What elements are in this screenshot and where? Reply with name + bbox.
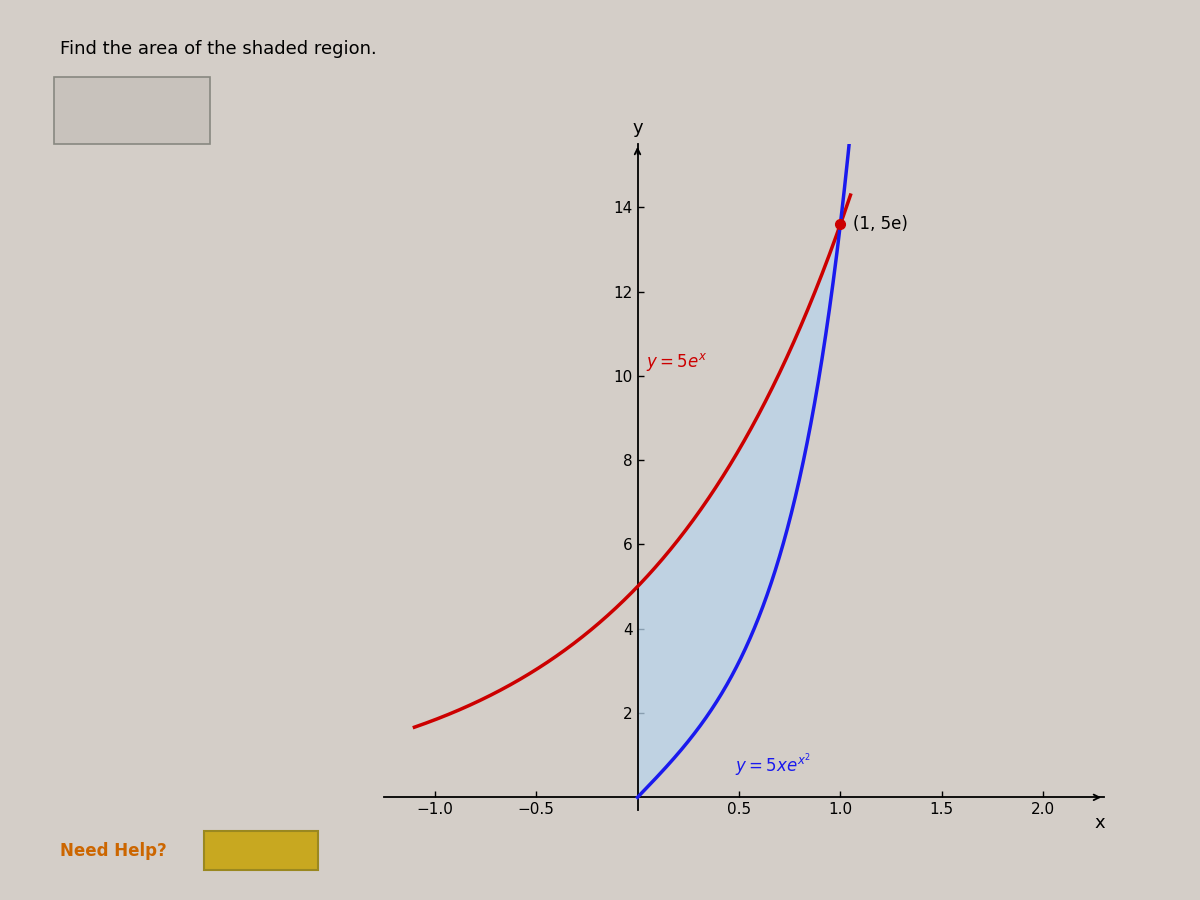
Text: $y = 5xe^{x^2}$: $y = 5xe^{x^2}$ <box>734 752 811 778</box>
Text: Read It: Read It <box>236 844 286 857</box>
Text: Need Help?: Need Help? <box>60 842 167 859</box>
Text: y: y <box>632 120 643 138</box>
Text: (1, 5e): (1, 5e) <box>852 215 907 233</box>
Text: Find the area of the shaded region.: Find the area of the shaded region. <box>60 40 377 58</box>
Text: $y = 5e^{x}$: $y = 5e^{x}$ <box>646 351 707 374</box>
Text: x: x <box>1094 814 1105 832</box>
